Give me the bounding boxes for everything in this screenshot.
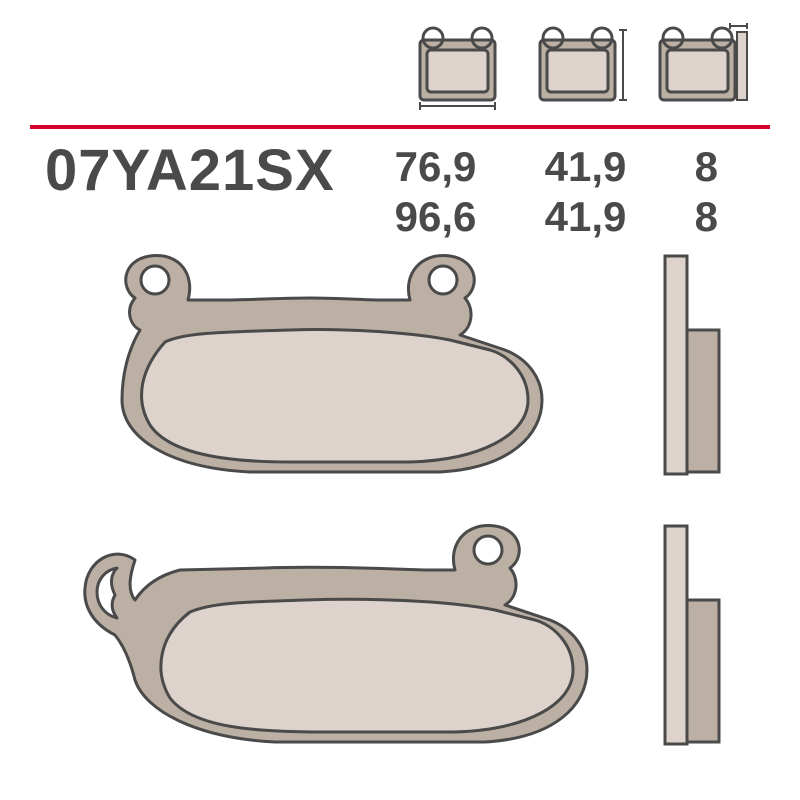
dim-icon-width xyxy=(405,20,510,110)
dim-h-2: 41,9 xyxy=(545,192,655,242)
brake-pad-2-front xyxy=(75,520,595,750)
spec-row: 07YA21SX 76,9 41,9 8 96,6 41,9 8 xyxy=(45,142,735,243)
dim-h-1: 41,9 xyxy=(545,142,655,192)
dimension-table: 76,9 41,9 8 96,6 41,9 8 xyxy=(395,142,735,243)
dim-t-2: 8 xyxy=(695,192,735,242)
dim-w-2: 96,6 xyxy=(395,192,505,242)
drawing-area xyxy=(30,250,770,770)
part-number: 07YA21SX xyxy=(45,142,335,200)
dimension-row-1: 76,9 41,9 8 xyxy=(395,142,735,192)
dim-icon-thickness xyxy=(645,20,750,110)
header-dim-icons xyxy=(405,20,750,110)
red-divider xyxy=(30,125,770,129)
dim-t-1: 8 xyxy=(695,142,735,192)
brake-pad-1-side xyxy=(660,250,730,480)
brake-pad-1-front xyxy=(110,250,550,480)
brake-pad-2-side xyxy=(660,520,730,750)
dimension-row-2: 96,6 41,9 8 xyxy=(395,192,735,242)
dim-icon-height xyxy=(525,20,630,110)
dim-w-1: 76,9 xyxy=(395,142,505,192)
